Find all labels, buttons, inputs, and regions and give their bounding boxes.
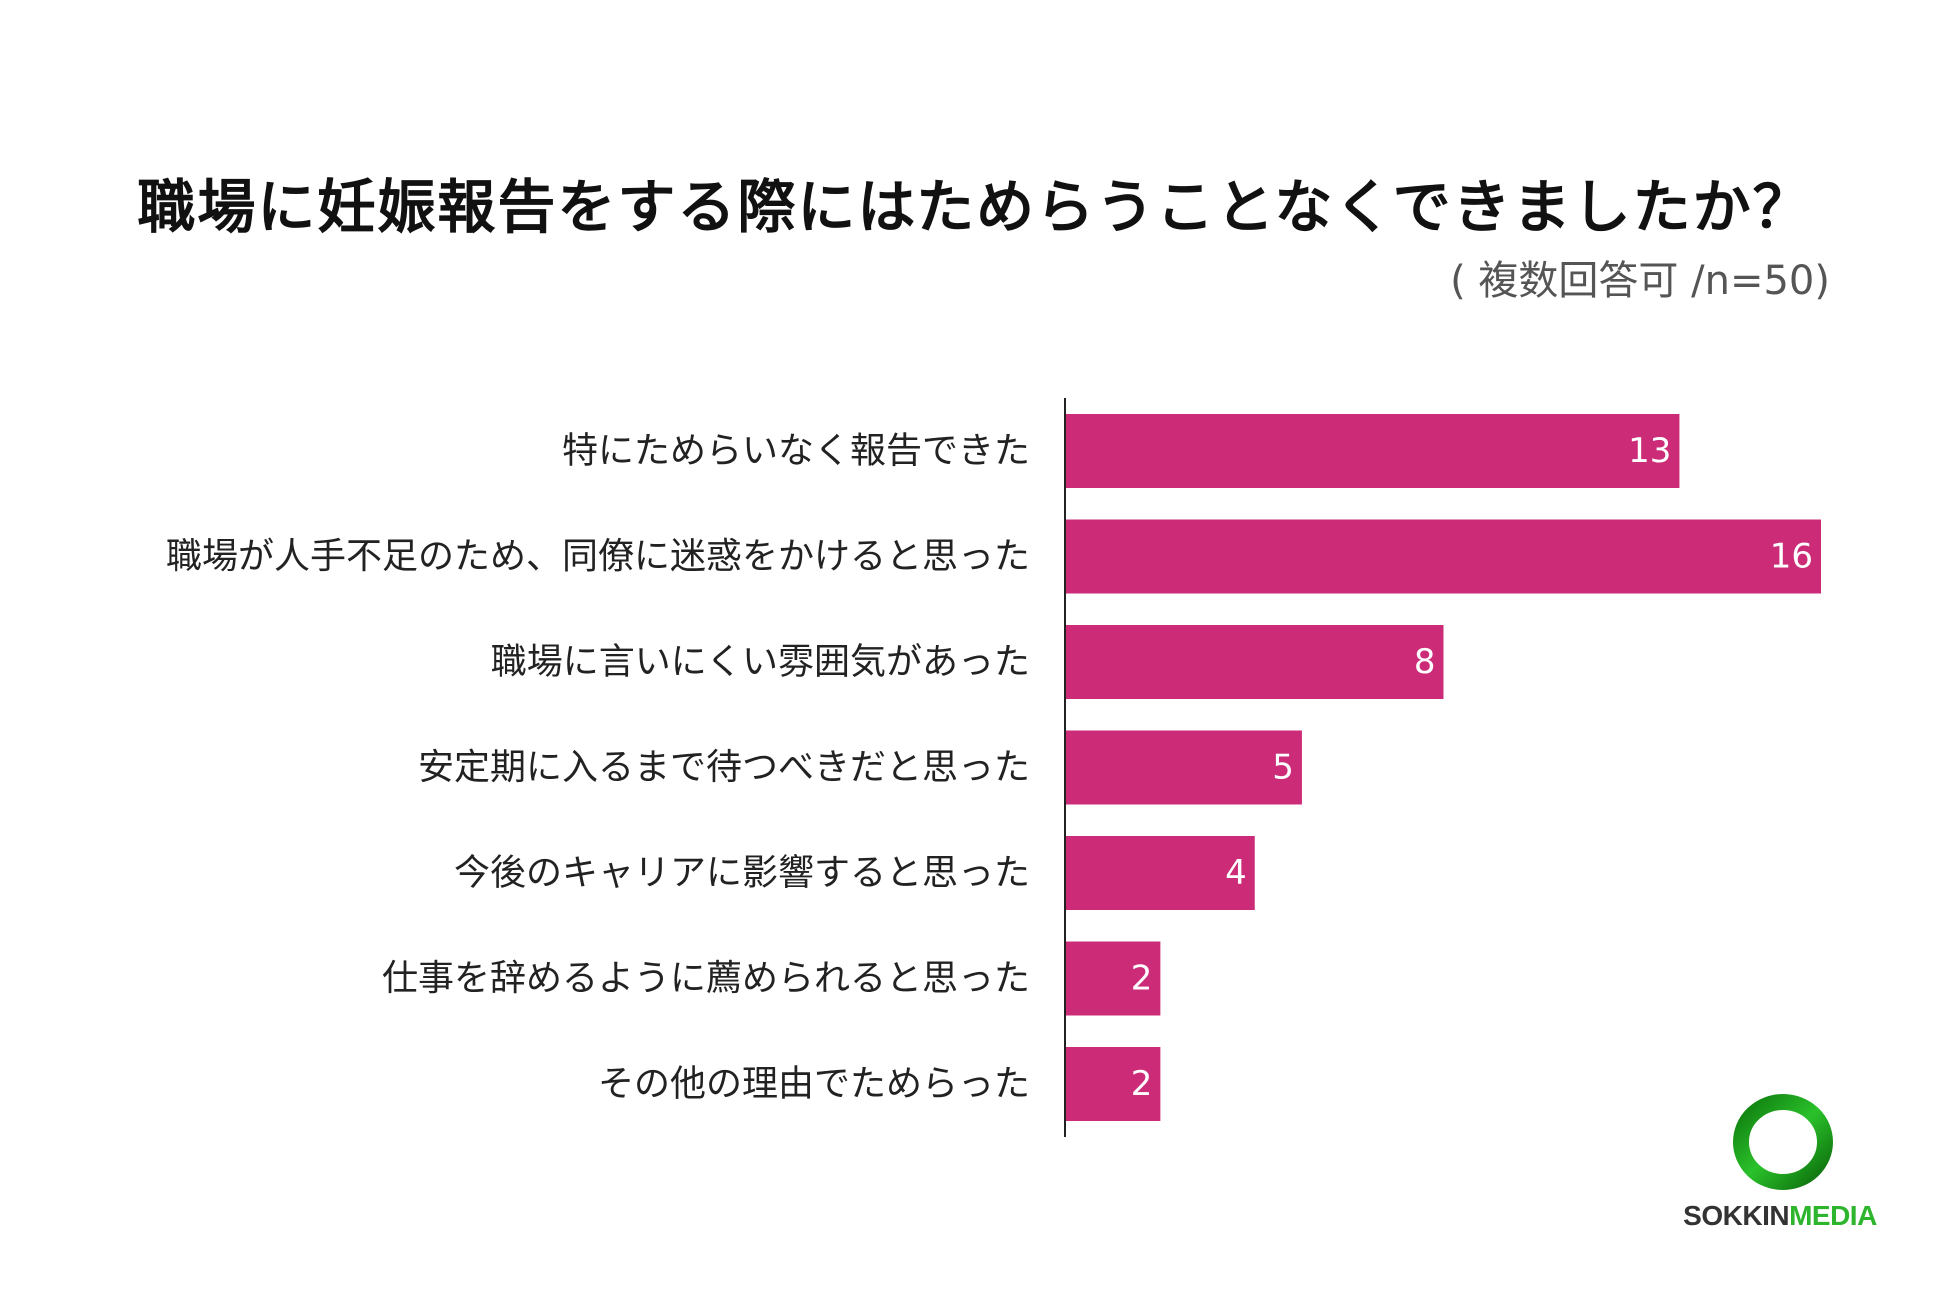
value-label-4: 5	[1272, 748, 1294, 788]
value-label-1: 13	[1628, 431, 1671, 471]
category-label-6: 仕事を辞めるように薦められると思った	[382, 958, 1030, 999]
logo-text-media: MEDIA	[1789, 1200, 1877, 1231]
logo-text-sokkin: SOKKIN	[1683, 1200, 1790, 1231]
category-label-1: 特にためらいなく報告できた	[562, 431, 1030, 472]
logo-ring-icon	[1733, 1094, 1833, 1190]
sokkin-media-logo: SOKKINMEDIA	[1665, 1090, 1895, 1240]
bar-2	[1066, 519, 1821, 594]
chart-subtitle: ( 複数回答可 /n=50)	[1450, 258, 1830, 304]
value-label-7: 2	[1131, 1064, 1153, 1104]
value-label-2: 16	[1770, 537, 1813, 577]
bar-6	[1066, 941, 1161, 1016]
bar-4	[1066, 730, 1302, 805]
logo-wordmark: SOKKINMEDIA	[1665, 1200, 1895, 1232]
bar-5	[1066, 836, 1255, 910]
category-label-7: その他の理由でためらった	[598, 1064, 1030, 1105]
category-label-5: 今後のキャリアに影響すると思った	[454, 853, 1030, 894]
bar-1	[1066, 414, 1680, 488]
category-label-3: 職場に言いにくい雰囲気があった	[491, 642, 1030, 683]
category-label-2: 職場が人手不足のため、同僚に迷惑をかけると思った	[166, 536, 1030, 577]
chart-title: 職場に妊娠報告をする際にはためらうことなくできましたか？	[137, 173, 1813, 241]
category-label-4: 安定期に入るまで待つべきだと思った	[418, 747, 1030, 788]
value-label-6: 2	[1131, 959, 1153, 999]
bar-3	[1066, 625, 1444, 699]
bar-7	[1066, 1047, 1161, 1121]
value-label-5: 4	[1225, 853, 1247, 893]
value-label-3: 8	[1414, 642, 1436, 682]
